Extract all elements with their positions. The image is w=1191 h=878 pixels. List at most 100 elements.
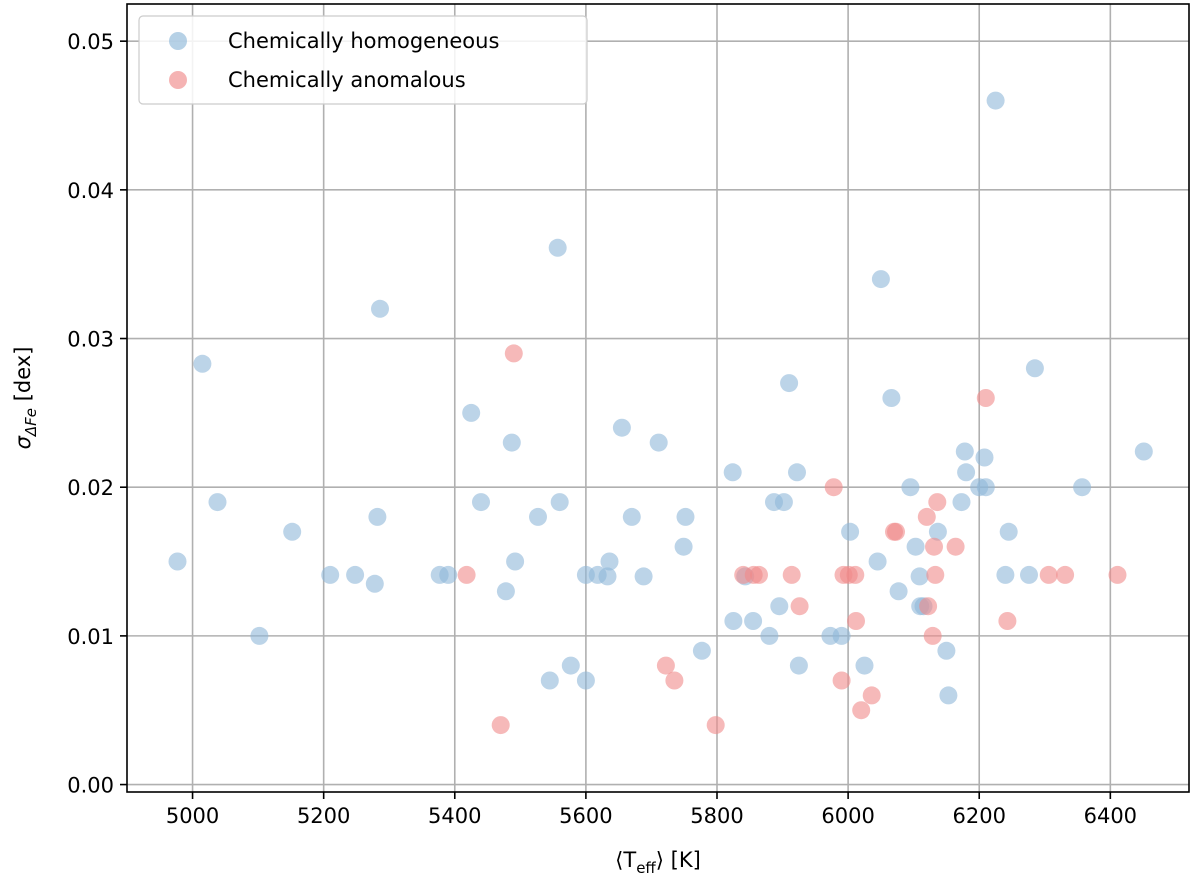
anomalous-point [832,671,851,690]
homogeneous-point [1025,359,1044,378]
homogeneous-point [976,478,995,497]
homogeneous-point [561,656,580,675]
x-tick-label: 6200 [952,804,1005,828]
legend-label-homogeneous: Chemically homogeneous [228,29,499,53]
homogeneous-point [788,463,806,482]
homogeneous-point [674,537,693,556]
homogeneous-point [365,574,384,593]
anomalous-point [1039,565,1058,584]
anomalous-point [706,716,725,735]
x-axis-label: ⟨Teff⟩ [K] [615,848,701,877]
homogeneous-point [634,567,653,586]
homogeneous-point [957,463,976,482]
anomalous-point [998,612,1017,630]
homogeneous-point [496,582,515,601]
anomalous-point [928,493,947,512]
x-tick-label: 5600 [559,804,612,828]
anomalous-point [847,612,865,630]
legend: Chemically homogeneous Chemically anomal… [138,15,588,105]
homogeneous-point [928,522,947,541]
anomalous-point [457,565,476,584]
homogeneous-point [882,389,901,407]
anomalous-point [852,701,871,720]
homogeneous-point [598,567,617,586]
anomalous-point [790,597,809,616]
homogeneous-point [649,433,668,452]
anomalous-point [665,671,684,690]
homogeneous-point [986,91,1005,110]
anomalous-point [887,522,905,541]
y-tick-label: 0.05 [67,30,114,54]
anomalous-point [976,389,995,407]
anomalous-point [1108,565,1127,584]
homogeneous-point [723,463,742,482]
plot-frame [126,3,1190,793]
homogeneous-point [760,626,779,645]
homogeneous-point [692,641,711,660]
y-tick-label: 0.04 [67,179,114,203]
data-points [168,91,1153,735]
legend-marker-anomalous [169,71,187,89]
homogeneous-point [744,612,763,630]
anomalous-point [656,656,675,675]
anomalous-point [1056,565,1075,584]
anomalous-point [946,537,965,556]
y-axis-label: σΔFe [dex] [11,347,40,450]
homogeneous-point [939,686,958,705]
homogeneous-point [975,448,994,467]
homogeneous-point [780,374,799,393]
homogeneous-point [462,403,481,422]
homogeneous-point [789,656,808,675]
homogeneous-point [502,433,521,452]
homogeneous-point [999,522,1018,541]
homogeneous-point [548,238,567,257]
anomalous-point [750,565,768,584]
homogeneous-point [321,565,340,584]
homogeneous-point [168,552,187,571]
legend-marker-homogeneous [169,32,187,50]
anomalous-point [923,626,942,645]
x-tick-label: 5200 [297,804,350,828]
homogeneous-point [996,565,1015,584]
homogeneous-point [889,582,908,601]
anomalous-point [862,686,881,705]
homogeneous-point [937,641,956,660]
y-tick-label: 0.01 [67,625,114,649]
legend-label-anomalous: Chemically anomalous [228,68,466,92]
homogeneous-point [952,493,971,512]
y-tick-label: 0.00 [67,774,114,798]
anomalous-point [824,478,843,497]
homogeneous-point [676,507,695,526]
homogeneous-point [855,656,874,675]
x-tick-label: 6000 [821,804,874,828]
anomalous-point [491,716,510,735]
homogeneous-point [906,537,925,556]
homogeneous-point [346,565,365,584]
homogeneous-point [472,493,490,512]
anomalous-point [917,507,936,526]
anomalous-point [846,565,865,584]
homogeneous-point [540,671,559,690]
homogeneous-point [576,671,595,690]
homogeneous-point [371,299,389,318]
homogeneous-point [1134,442,1153,461]
homogeneous-point [439,565,458,584]
homogeneous-point [622,507,641,526]
homogeneous-point [600,552,619,571]
homogeneous-point [770,597,789,616]
homogeneous-point [1020,565,1038,584]
x-tick-label: 5800 [690,804,743,828]
y-tick-label: 0.03 [67,328,114,352]
y-tick-label: 0.02 [67,476,114,500]
homogeneous-point [724,612,743,630]
homogeneous-point [910,567,929,586]
homogeneous-point [283,522,302,541]
anomalous-point [782,565,801,584]
anomalous-point [504,344,523,363]
axis-ticks: 5000 5200 5400 5600 5800 6000 6200 6400 0.00 0.01… [67,30,1137,828]
homogeneous-point [506,552,525,571]
x-tick-label: 6400 [1084,804,1137,828]
homogeneous-point [250,626,269,645]
